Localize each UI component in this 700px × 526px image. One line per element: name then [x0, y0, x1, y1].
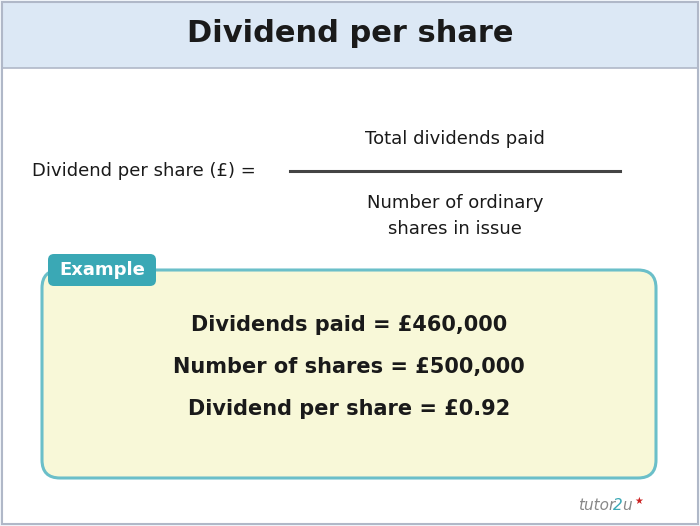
Text: Example: Example: [59, 261, 145, 279]
FancyBboxPatch shape: [48, 254, 156, 286]
Text: tutor: tutor: [578, 499, 615, 513]
Text: ★: ★: [634, 496, 643, 506]
Text: 2: 2: [613, 499, 623, 513]
FancyBboxPatch shape: [2, 68, 698, 524]
Text: Dividend per share (£) =: Dividend per share (£) =: [32, 162, 256, 180]
Text: Dividend per share: Dividend per share: [187, 19, 513, 48]
Text: Total dividends paid: Total dividends paid: [365, 130, 545, 148]
Text: Dividend per share = £0.92: Dividend per share = £0.92: [188, 399, 510, 419]
FancyBboxPatch shape: [2, 2, 698, 68]
Text: Number of shares = £500,000: Number of shares = £500,000: [173, 357, 525, 377]
Text: Number of ordinary
shares in issue: Number of ordinary shares in issue: [367, 194, 543, 238]
Text: Dividends paid = £460,000: Dividends paid = £460,000: [191, 315, 507, 335]
FancyBboxPatch shape: [42, 270, 656, 478]
Text: u: u: [622, 499, 631, 513]
